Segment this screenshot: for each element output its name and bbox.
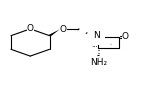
Text: O: O — [60, 25, 67, 34]
Text: ···: ··· — [91, 44, 98, 50]
Polygon shape — [48, 29, 60, 36]
Text: H: H — [94, 28, 100, 37]
Text: O: O — [122, 32, 129, 41]
Text: O: O — [27, 24, 34, 33]
Text: NH₂: NH₂ — [91, 58, 108, 67]
Text: N: N — [94, 31, 100, 40]
